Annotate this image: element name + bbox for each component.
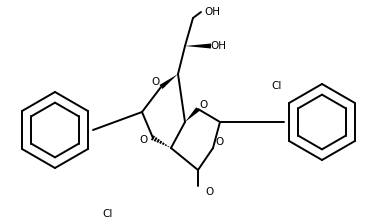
Polygon shape — [159, 74, 178, 89]
Text: O: O — [200, 100, 208, 110]
Polygon shape — [185, 43, 211, 49]
Text: O: O — [151, 77, 159, 87]
Text: O: O — [216, 137, 224, 147]
Text: O: O — [139, 135, 147, 145]
Text: OH: OH — [210, 41, 226, 51]
Text: OH: OH — [204, 7, 220, 17]
Text: Cl: Cl — [103, 209, 113, 219]
Text: O: O — [206, 187, 214, 197]
Polygon shape — [185, 107, 200, 122]
Text: Cl: Cl — [272, 81, 282, 91]
